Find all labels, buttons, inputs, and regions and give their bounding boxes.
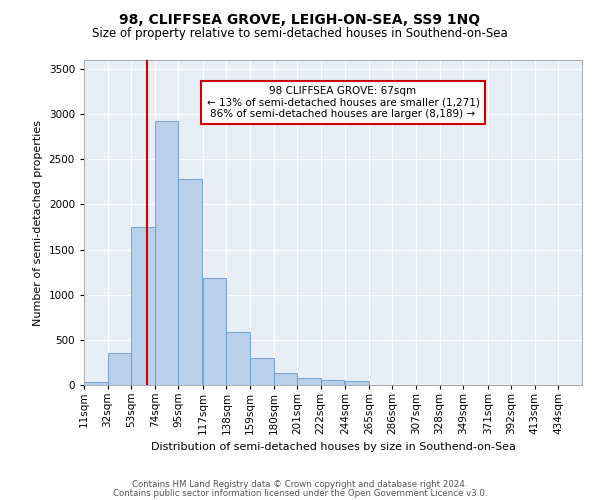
- Bar: [131, 227, 155, 385]
- Bar: [203, 278, 226, 385]
- Bar: [346, 382, 369, 385]
- Text: 98, CLIFFSEA GROVE, LEIGH-ON-SEA, SS9 1NQ: 98, CLIFFSEA GROVE, LEIGH-ON-SEA, SS9 1N…: [119, 12, 481, 26]
- Bar: [107, 354, 131, 385]
- X-axis label: Distribution of semi-detached houses by size in Southend-on-Sea: Distribution of semi-detached houses by …: [151, 442, 515, 452]
- Bar: [84, 382, 107, 385]
- Bar: [297, 378, 320, 385]
- Text: Size of property relative to semi-detached houses in Southend-on-Sea: Size of property relative to semi-detach…: [92, 28, 508, 40]
- Bar: [178, 179, 202, 385]
- Y-axis label: Number of semi-detached properties: Number of semi-detached properties: [33, 120, 43, 326]
- Bar: [320, 380, 344, 385]
- Text: Contains public sector information licensed under the Open Government Licence v3: Contains public sector information licen…: [113, 489, 487, 498]
- Bar: [155, 122, 178, 385]
- Bar: [250, 358, 274, 385]
- Text: 98 CLIFFSEA GROVE: 67sqm
← 13% of semi-detached houses are smaller (1,271)
86% o: 98 CLIFFSEA GROVE: 67sqm ← 13% of semi-d…: [206, 86, 479, 119]
- Bar: [226, 332, 250, 385]
- Text: Contains HM Land Registry data © Crown copyright and database right 2024.: Contains HM Land Registry data © Crown c…: [132, 480, 468, 489]
- Bar: [274, 374, 297, 385]
